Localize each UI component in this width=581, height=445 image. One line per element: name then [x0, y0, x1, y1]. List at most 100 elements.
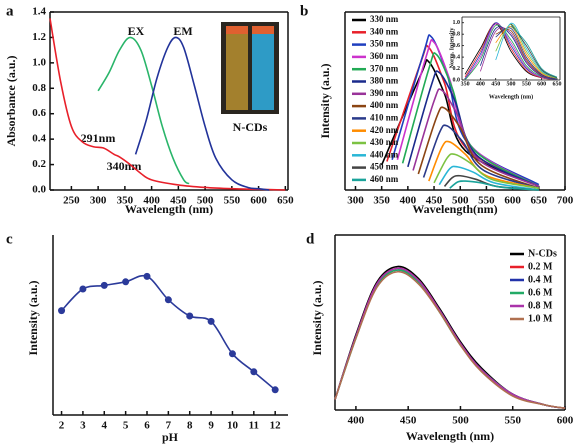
data-point [100, 281, 108, 289]
data-point [228, 350, 236, 358]
annotation: EX [128, 24, 145, 38]
series-line [495, 22, 558, 79]
x-tick-label: 350 [117, 195, 134, 207]
series-line [480, 27, 558, 80]
data-point [207, 317, 215, 325]
legend-label: 410 nm [370, 112, 399, 122]
x-tick-label: 9 [208, 420, 214, 432]
legend-label: 360 nm [370, 51, 399, 61]
panel-letter: d [306, 231, 315, 247]
x-tick-label: 650 [277, 195, 294, 207]
data-point [250, 368, 258, 376]
x-axis-label: Wavelength (nm) [489, 93, 533, 100]
legend-label: N-CDs [528, 248, 557, 259]
x-tick-label: 550 [504, 415, 521, 427]
x-tick-label: 400 [400, 195, 417, 207]
x-tick-label: 4 [102, 420, 108, 432]
x-tick-label: 7 [166, 420, 172, 432]
y-axis-label: Intensity (a.u.) [318, 63, 332, 138]
data-point [186, 312, 194, 320]
x-tick-label: 500 [197, 195, 214, 207]
x-tick-label: 400 [348, 415, 365, 427]
legend-label: 390 nm [370, 88, 399, 98]
y-axis-label: Absorbance (a.u.) [4, 55, 18, 146]
legend-label: 400 nm [370, 100, 399, 110]
x-tick-label: 550 [478, 195, 495, 207]
y-tick-label: 0.0 [32, 184, 46, 196]
x-tick-label: 300 [90, 195, 107, 207]
annotation: EM [173, 24, 192, 38]
series-line [412, 88, 540, 188]
series-line [510, 23, 558, 79]
legend-label: 430 nm [370, 137, 399, 147]
panel-letter: b [300, 3, 308, 19]
x-tick-label: 11 [249, 420, 259, 432]
series-line [495, 24, 558, 79]
y-tick-label: 0.6 [453, 43, 461, 49]
legend-label: 370 nm [370, 63, 399, 73]
x-tick-label: 600 [537, 81, 546, 87]
series-line [464, 22, 557, 80]
series-line [334, 270, 566, 410]
x-axis-label: Wavelength (nm) [406, 429, 494, 443]
x-tick-label: 6 [144, 420, 150, 432]
x-tick-label: 650 [531, 195, 548, 207]
y-tick-label: 0.8 [32, 82, 46, 94]
series-line [428, 140, 539, 189]
series-line [449, 180, 539, 191]
legend-label: 330 nm [370, 14, 399, 24]
x-tick-label: 450 [170, 195, 187, 207]
x-tick-label: 2 [59, 420, 65, 432]
legend-label: 350 nm [370, 39, 399, 49]
legend-label: 420 nm [370, 125, 399, 135]
x-tick-label: 450 [426, 195, 443, 207]
y-tick-label: 1.0 [453, 20, 461, 26]
y-axis-label: Intensity (a.u.) [26, 280, 40, 355]
x-tick-label: 400 [143, 195, 160, 207]
series-line [480, 26, 558, 80]
legend-label: 0.4 M [528, 274, 553, 285]
data-point [143, 272, 151, 280]
y-tick-label: 1.0 [32, 56, 46, 68]
legend-label: 380 nm [370, 76, 399, 86]
x-tick-label: 700 [557, 195, 574, 207]
x-axis-label: Wavelength(nm) [412, 202, 497, 216]
x-axis-label: Wavelength (nm) [125, 202, 213, 216]
legend-label: 340 nm [370, 26, 399, 36]
annotation: N-CDs [233, 120, 268, 134]
x-tick-label: 450 [491, 81, 500, 87]
x-tick-label: 3 [80, 420, 86, 432]
series-line [396, 39, 540, 188]
y-tick-label: 0.2 [32, 158, 46, 170]
y-tick-label: 0.4 [32, 133, 46, 145]
x-tick-label: 550 [522, 81, 531, 87]
series-line [60, 274, 276, 391]
x-tick-label: 300 [347, 195, 364, 207]
x-axis-label: pH [162, 430, 179, 444]
panel-letter: a [6, 3, 14, 19]
legend-label: 460 nm [370, 174, 399, 184]
x-tick-label: 550 [224, 195, 241, 207]
panel-letter: c [6, 231, 13, 247]
series-line [401, 52, 540, 188]
y-tick-label: 0.2 [453, 66, 461, 72]
series-line [49, 18, 286, 191]
y-axis-label: Intensity (a.u.) [310, 280, 324, 355]
legend-label: 1.0 M [528, 313, 553, 324]
data-point [79, 285, 87, 293]
x-tick-label: 5 [123, 420, 129, 432]
x-tick-label: 350 [461, 81, 470, 87]
x-tick-label: 10 [227, 420, 239, 432]
x-tick-label: 12 [270, 420, 282, 432]
legend-label: 0.6 M [528, 287, 553, 298]
y-tick-label: 0.8 [453, 32, 461, 38]
x-tick-label: 500 [507, 81, 516, 87]
series-line [134, 36, 270, 191]
y-tick-label: 1.4 [32, 6, 46, 18]
legend-label: 0.2 M [528, 261, 553, 272]
series-line [464, 24, 558, 81]
annotation: 340nm [107, 159, 142, 173]
y-tick-label: 0.6 [32, 107, 46, 119]
data-point [122, 278, 130, 286]
